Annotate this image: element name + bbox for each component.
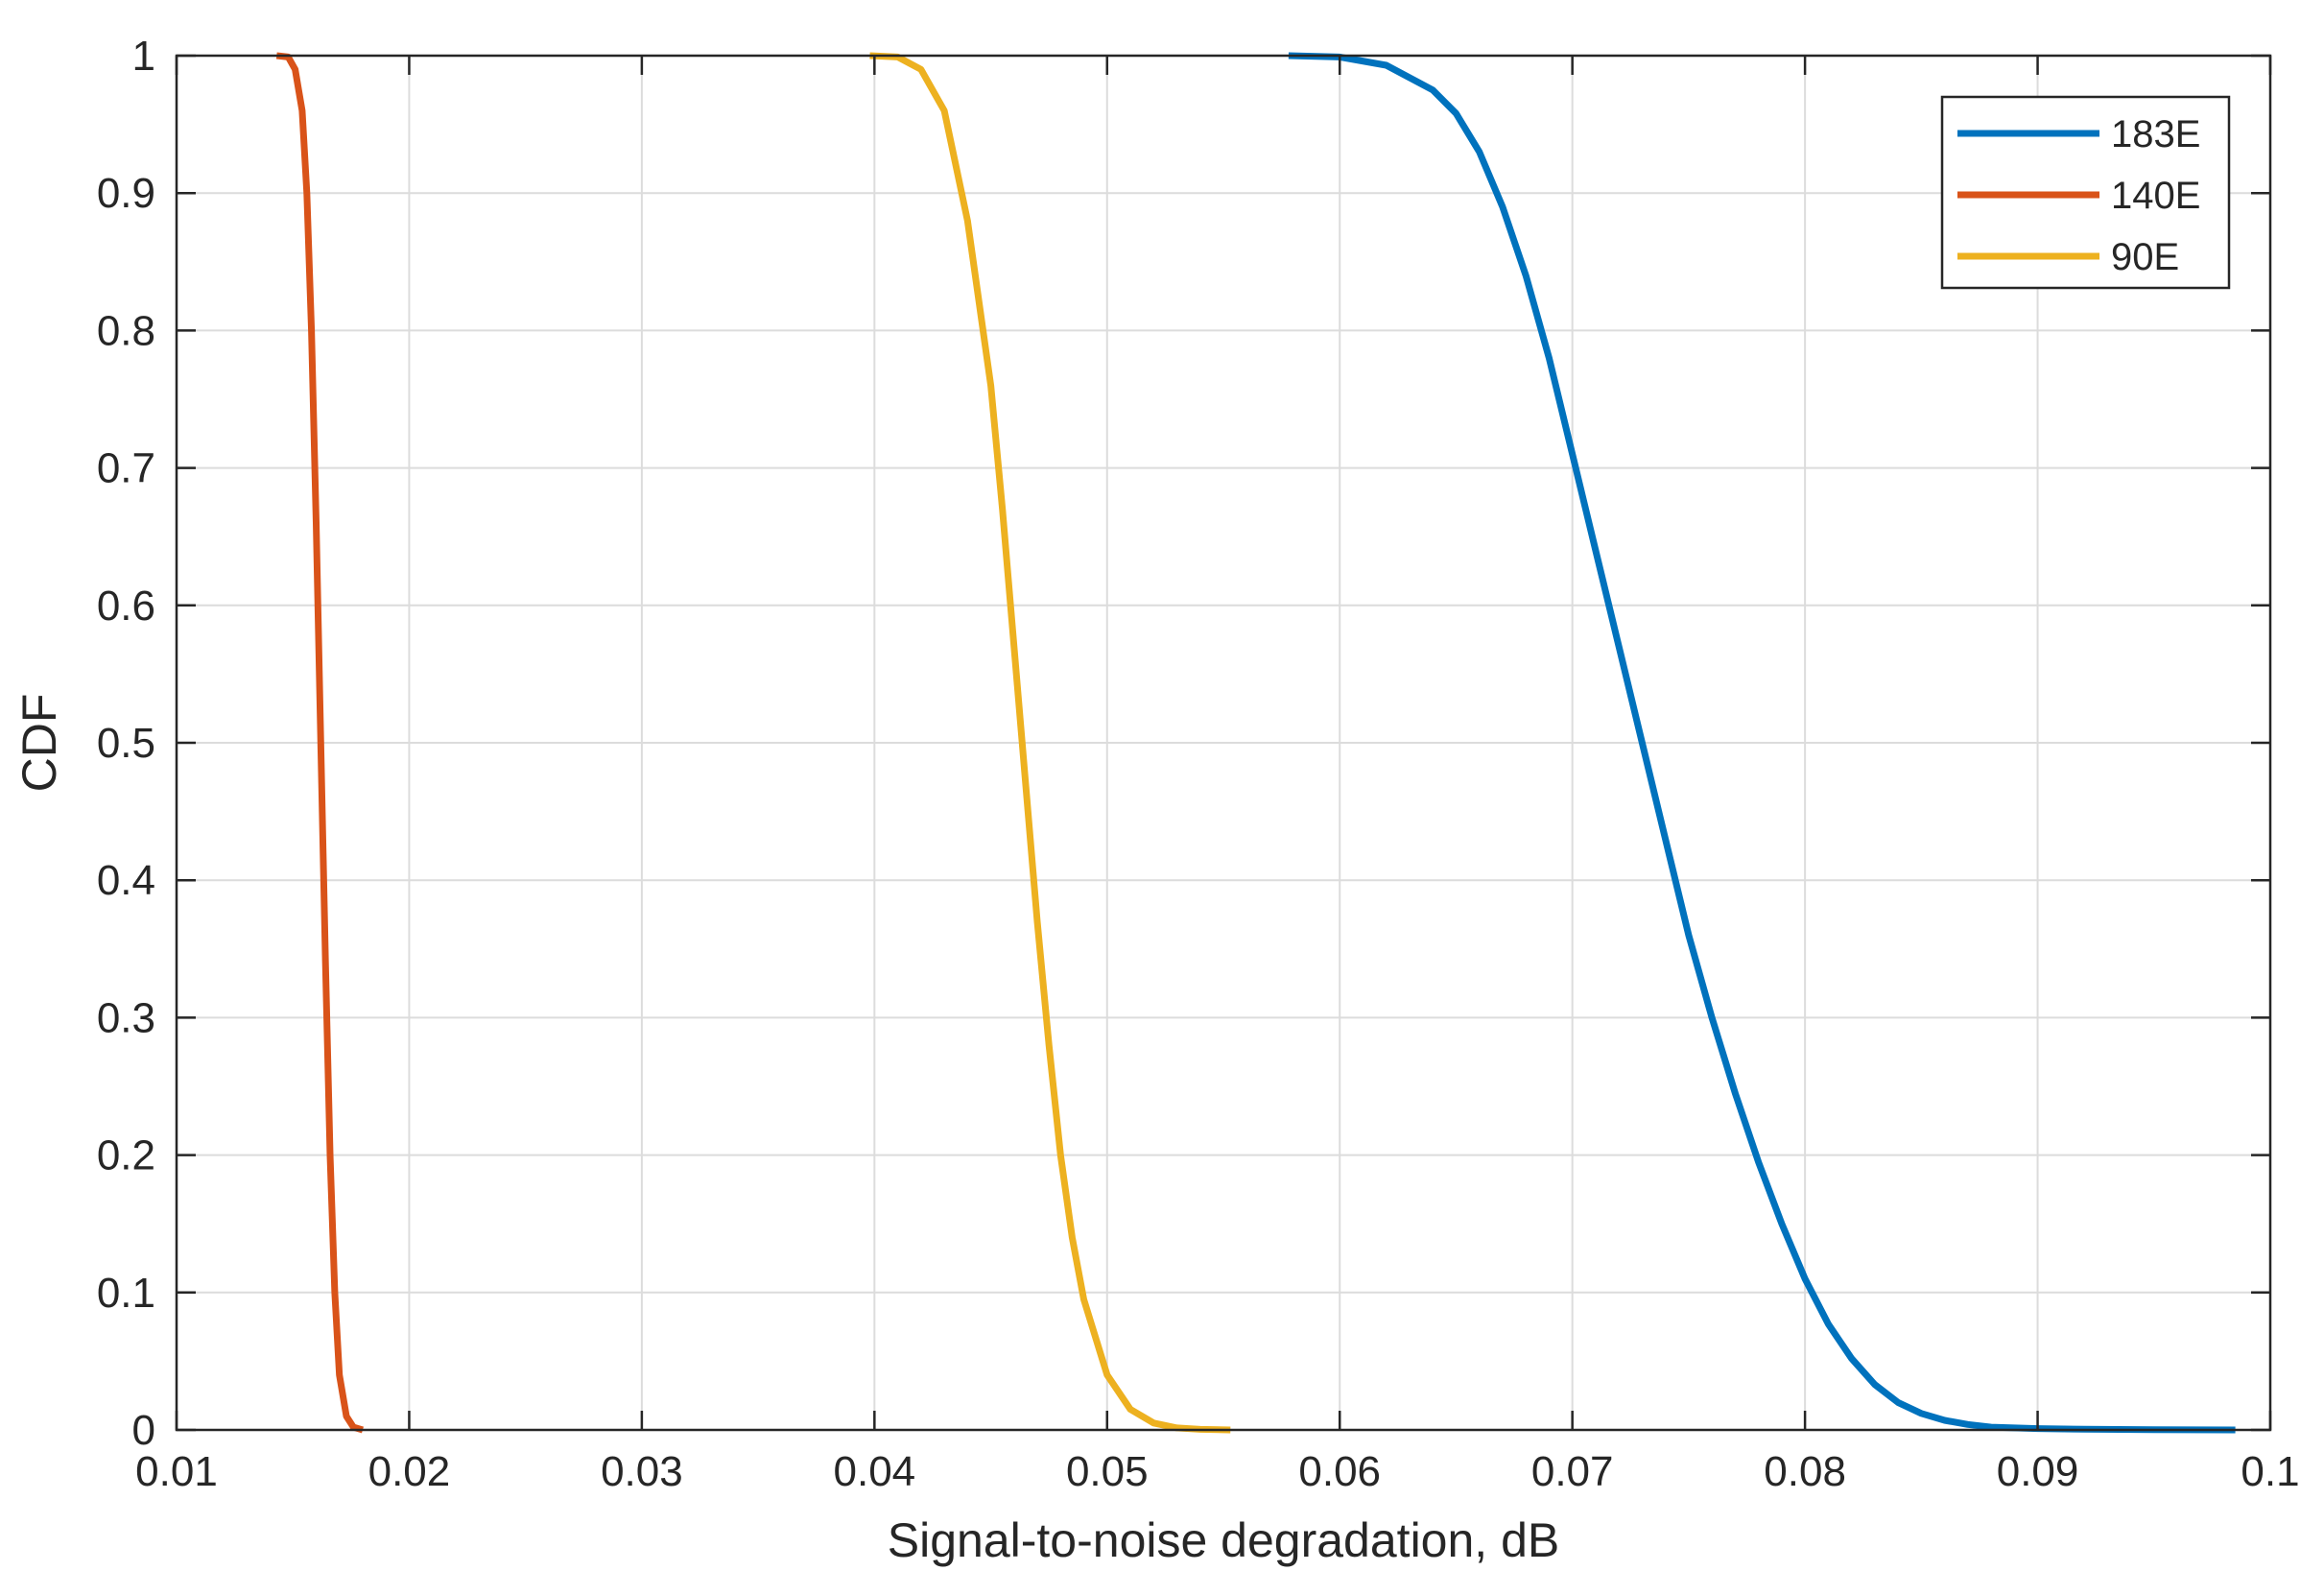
y-tick-label: 1 [132,33,155,80]
x-tick-label: 0.08 [1764,1448,1846,1495]
y-tick-label: 0.9 [97,170,155,217]
x-tick-label: 0.02 [368,1448,451,1495]
series-line-183e [1288,52,2236,1434]
x-tick-label: 0.07 [1531,1448,1614,1495]
series-line-90e [869,52,1231,1434]
series-line-140e [275,52,365,1434]
y-tick-label: 0.6 [97,583,155,630]
legend-label-90e: 90E [2111,236,2179,278]
x-axis-label: Signal-to-noise degradation, dB [888,1513,1559,1567]
x-tick-label: 0.01 [135,1448,218,1495]
x-tick-label: 0.03 [601,1448,683,1495]
y-axis-label: CDF [12,694,66,793]
y-tick-label: 0.2 [97,1132,155,1179]
x-tick-label: 0.1 [2241,1448,2299,1495]
y-tick-label: 0.7 [97,445,155,492]
x-tick-label: 0.05 [1066,1448,1149,1495]
y-tick-label: 0.8 [97,307,155,354]
y-tick-labels: 0 0.1 0.2 0.3 0.4 0.5 0.6 0.7 0.8 0.9 1 [97,33,155,1454]
x-tick-label: 0.04 [834,1448,916,1495]
x-tick-labels: 0.01 0.02 0.03 0.04 0.05 0.06 0.07 0.08 0.09 0.1 [135,1448,2299,1495]
y-tick-label: 0.1 [97,1270,155,1317]
legend-label-183e: 183E [2111,113,2200,155]
series-lines [275,52,2236,1434]
x-tick-label: 0.09 [1997,1448,2079,1495]
y-tick-label: 0.4 [97,857,155,904]
legend-label-140e: 140E [2111,175,2200,217]
legend: 183E 140E 90E [1940,95,2231,290]
axis-ticks [175,54,2272,1432]
y-tick-label: 0.5 [97,720,155,767]
x-tick-label: 0.06 [1298,1448,1381,1495]
y-tick-label: 0.3 [97,994,155,1041]
y-tick-label: 0 [132,1407,155,1454]
